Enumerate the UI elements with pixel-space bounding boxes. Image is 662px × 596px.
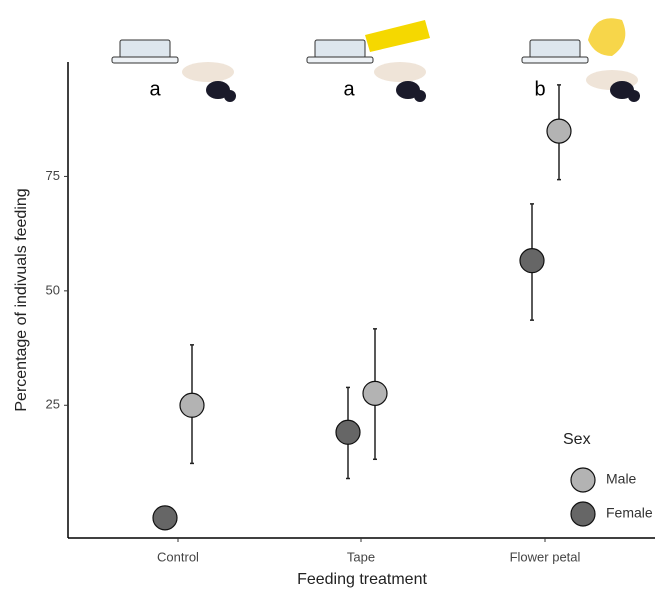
annotation: b [534, 78, 545, 100]
legend-label: Male [606, 471, 637, 487]
point [363, 381, 387, 405]
annotation: a [149, 78, 161, 100]
x-tick-label: Tape [347, 549, 375, 564]
x-tick-label: Control [157, 549, 199, 564]
y-tick-label: 25 [46, 397, 60, 412]
legend-swatch [571, 468, 595, 492]
icons [112, 18, 640, 102]
legend-swatch [571, 502, 595, 526]
legend-label: Female [606, 505, 653, 521]
legend-title: Sex [563, 431, 591, 448]
point [520, 249, 544, 273]
x-tick-label: Flower petal [510, 549, 581, 564]
point [547, 119, 571, 143]
y-tick-label: 50 [46, 282, 60, 297]
y-tick-label: 75 [46, 168, 60, 183]
point [153, 506, 177, 530]
annotation: a [343, 78, 355, 100]
point [180, 393, 204, 417]
x-axis-label: Feeding treatment [297, 571, 427, 588]
chart: Feeding treatment Percentage of indivual… [0, 0, 662, 596]
icon-control [112, 40, 236, 102]
point [336, 420, 360, 444]
page: {"chart_data": {"type": "dot-errorbar", … [0, 0, 662, 596]
icon-tape [307, 20, 430, 102]
y-axis-label: Percentage of indivuals feeding [13, 188, 30, 411]
